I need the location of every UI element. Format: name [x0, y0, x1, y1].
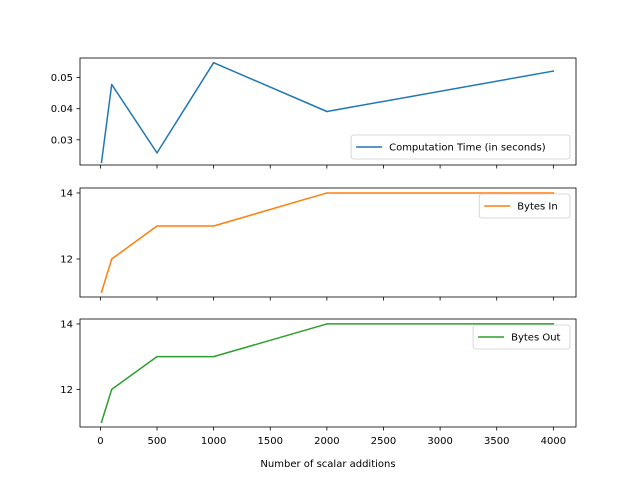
y-tick-label: 0.04 — [51, 104, 73, 115]
data-point — [110, 388, 113, 391]
data-point — [156, 225, 158, 227]
x-axis-label: Number of scalar additions — [260, 459, 395, 470]
legend-box — [472, 324, 571, 350]
y-tick-label: 12 — [60, 385, 73, 396]
legend-box — [478, 193, 571, 219]
data-point — [100, 421, 103, 423]
axes-frame — [79, 57, 577, 166]
data-point — [326, 323, 328, 325]
y-tick-label: 14 — [60, 188, 73, 199]
legend: Bytes In — [478, 193, 571, 219]
data-point — [212, 61, 215, 64]
subplot-3: 0 500 1000 1500 2000 2500 3000 3500 4000 12 14 Numb… — [60, 318, 577, 470]
subplot-2: 12 14 Bytes In — [60, 187, 577, 301]
data-point — [100, 291, 103, 293]
axes-frame — [79, 318, 577, 428]
x-tick-label: 1000 — [201, 436, 226, 447]
data-point — [110, 83, 113, 86]
x-tick-label: 3500 — [484, 436, 509, 447]
legend-box — [350, 134, 571, 160]
y-tick-label: 0.03 — [51, 135, 73, 146]
series-line-1 — [100, 61, 555, 164]
data-point — [552, 192, 555, 194]
legend-label: Computation Time (in seconds) — [389, 143, 546, 154]
series-line-1 — [100, 192, 555, 293]
series-line-1 — [100, 323, 555, 424]
y-tick-label: 12 — [60, 255, 73, 266]
x-tick-label: 4000 — [541, 436, 566, 447]
x-tick-label: 2000 — [314, 436, 339, 447]
data-point — [110, 258, 113, 260]
data-point — [156, 355, 158, 358]
legend-label: Bytes In — [517, 202, 558, 213]
x-tick-label: 0 — [97, 436, 103, 447]
x-tick-label: 3000 — [427, 436, 452, 447]
data-point — [212, 225, 215, 227]
axes-frame — [79, 187, 577, 298]
subplot-1: 0.03 0.04 0.05 Computation Time (in seconds… — [51, 57, 577, 169]
x-tick-label: 1500 — [258, 436, 283, 447]
y-tick-label: 14 — [60, 319, 73, 330]
legend: Computation Time (in seconds) — [350, 134, 571, 160]
legend: Bytes Out — [472, 324, 571, 350]
data-point — [552, 70, 555, 72]
data-point — [100, 161, 103, 163]
data-point — [552, 323, 555, 325]
x-tick-label: 500 — [147, 436, 166, 447]
data-point — [326, 110, 328, 113]
y-tick-label: 0.05 — [51, 73, 73, 84]
subplots: 0.03 0.04 0.05 Computation Time (in seconds… — [51, 57, 577, 470]
data-point — [156, 152, 158, 154]
data-point — [212, 355, 215, 358]
legend-label: Bytes Out — [511, 333, 560, 344]
data-point — [326, 192, 328, 194]
x-tick-label: 2500 — [371, 436, 396, 447]
